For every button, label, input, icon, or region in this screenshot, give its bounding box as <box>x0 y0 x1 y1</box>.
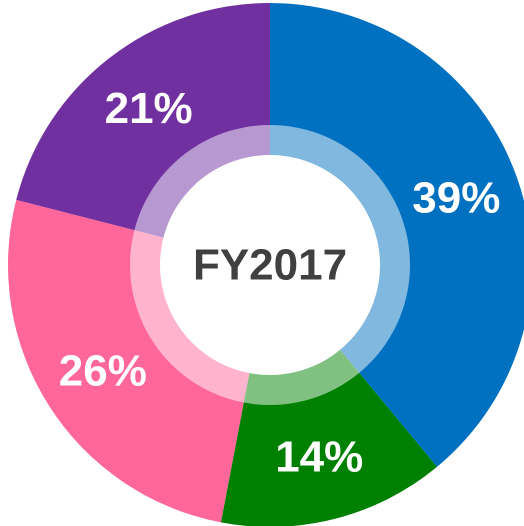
value-label: 26% <box>59 347 147 396</box>
value-label: 39% <box>412 173 500 222</box>
center-hole <box>160 155 380 375</box>
center-label: FY2017 <box>193 241 347 290</box>
labels: 39% 14% 26% 21% <box>59 84 501 481</box>
value-label: 21% <box>105 84 193 133</box>
value-label: 14% <box>275 432 363 481</box>
